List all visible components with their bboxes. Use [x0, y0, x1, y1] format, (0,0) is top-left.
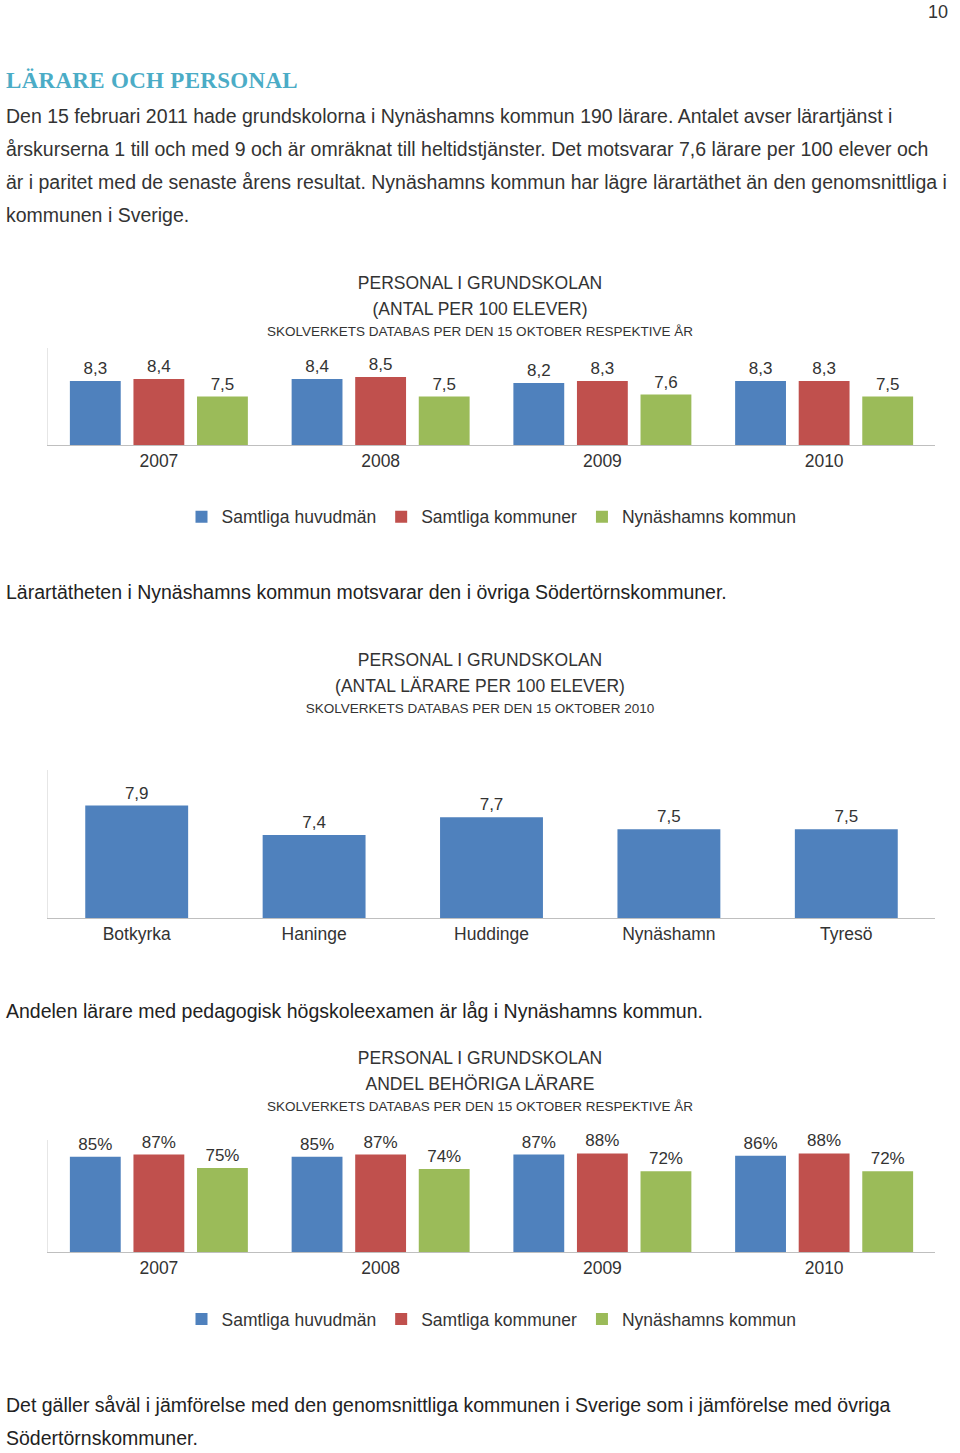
svg-text:7,5: 7,5	[432, 375, 456, 394]
svg-text:2007: 2007	[139, 451, 178, 471]
html-text:SKOLVERKETS DATABAS PER DEN 15: SKOLVERKETS DATABAS PER DEN 15 OKTOBER R…	[267, 1099, 693, 1114]
svg-text:7,9: 7,9	[125, 784, 149, 803]
svg-text:Tyresö: Tyresö	[820, 924, 873, 944]
html-text:SKOLVERKETS DATABAS PER DEN 15: SKOLVERKETS DATABAS PER DEN 15 OKTOBER R…	[267, 324, 693, 339]
html-text:PERSONAL I GRUNDSKOLAN: PERSONAL I GRUNDSKOLAN	[357, 1048, 603, 1068]
svg-text:7,7: 7,7	[480, 795, 504, 814]
svg-text:2009: 2009	[583, 451, 622, 471]
html-text:PERSONAL I GRUNDSKOLAN: PERSONAL I GRUNDSKOLAN	[357, 273, 603, 293]
svg-text:2008: 2008	[361, 1258, 400, 1278]
svg-text:8,5: 8,5	[369, 355, 393, 374]
svg-text:74%: 74%	[427, 1147, 461, 1166]
svg-text:Samtliga huvudmän: Samtliga huvudmän	[222, 1310, 377, 1330]
svg-text:2009: 2009	[583, 1258, 622, 1278]
html-text:LÄRARE OCH PERSONAL: LÄRARE OCH PERSONAL	[6, 68, 298, 93]
svg-text:Botkyrka: Botkyrka	[103, 924, 171, 944]
html-text:SKOLVERKETS DATABAS PER DEN 15: SKOLVERKETS DATABAS PER DEN 15 OKTOBER 2…	[305, 701, 655, 716]
svg-text:85%: 85%	[300, 1135, 334, 1154]
html-text:(ANTAL PER 100 ELEVER): (ANTAL PER 100 ELEVER)	[372, 299, 588, 319]
svg-text:88%: 88%	[807, 1131, 841, 1150]
svg-text:8,4: 8,4	[305, 357, 329, 376]
svg-text:7,4: 7,4	[302, 813, 326, 832]
html-text:(ANTAL LÄRARE PER 100 ELEVER): (ANTAL LÄRARE PER 100 ELEVER)	[335, 676, 625, 696]
svg-text:2007: 2007	[139, 1258, 178, 1278]
html-text:PERSONAL I GRUNDSKOLAN: PERSONAL I GRUNDSKOLAN	[357, 650, 603, 670]
svg-text:2010: 2010	[805, 1258, 844, 1278]
svg-text:8,3: 8,3	[83, 359, 107, 378]
svg-text:85%: 85%	[78, 1135, 112, 1154]
svg-text:7,5: 7,5	[834, 807, 858, 826]
svg-text:72%: 72%	[649, 1149, 683, 1168]
html-text:10: 10	[928, 2, 948, 22]
html-text:Den 15 februari 2011 hade grun: Den 15 februari 2011 hade grundskolorna …	[6, 105, 947, 226]
svg-text:7,6: 7,6	[654, 373, 678, 392]
svg-text:8,4: 8,4	[147, 357, 171, 376]
svg-text:2008: 2008	[361, 451, 400, 471]
html-text:ANDEL BEHÖRIGA LÄRARE: ANDEL BEHÖRIGA LÄRARE	[365, 1074, 595, 1094]
svg-text:87%: 87%	[522, 1133, 556, 1152]
svg-text:2010: 2010	[805, 451, 844, 471]
svg-text:Huddinge: Huddinge	[454, 924, 529, 944]
svg-text:8,3: 8,3	[812, 359, 836, 378]
svg-text:72%: 72%	[871, 1149, 905, 1168]
svg-text:Haninge: Haninge	[281, 924, 346, 944]
svg-text:Nynäshamns kommun: Nynäshamns kommun	[622, 1310, 796, 1330]
svg-text:86%: 86%	[744, 1134, 778, 1153]
html-text:Det gäller såväl i jämförelse: Det gäller såväl i jämförelse med den ge…	[6, 1394, 891, 1449]
svg-text:87%: 87%	[142, 1133, 176, 1152]
svg-text:Nynäshamns kommun: Nynäshamns kommun	[622, 507, 796, 527]
svg-text:75%: 75%	[205, 1146, 239, 1165]
html-text:Andelen lärare med pedagogisk: Andelen lärare med pedagogisk högskoleex…	[6, 1000, 703, 1022]
html-text:Lärartätheten i Nynäshamns kom: Lärartätheten i Nynäshamns kommun motsva…	[6, 581, 727, 603]
svg-text:88%: 88%	[585, 1131, 619, 1150]
svg-text:87%: 87%	[364, 1133, 398, 1152]
svg-text:Nynäshamn: Nynäshamn	[622, 924, 715, 944]
svg-text:8,3: 8,3	[591, 359, 615, 378]
svg-text:Samtliga huvudmän: Samtliga huvudmän	[222, 507, 377, 527]
svg-text:7,5: 7,5	[657, 807, 681, 826]
svg-text:8,3: 8,3	[749, 359, 773, 378]
svg-text:7,5: 7,5	[211, 375, 235, 394]
svg-text:Samtliga kommuner: Samtliga kommuner	[421, 507, 577, 527]
svg-text:Samtliga kommuner: Samtliga kommuner	[421, 1310, 577, 1330]
svg-text:7,5: 7,5	[876, 375, 900, 394]
svg-text:8,2: 8,2	[527, 361, 551, 380]
